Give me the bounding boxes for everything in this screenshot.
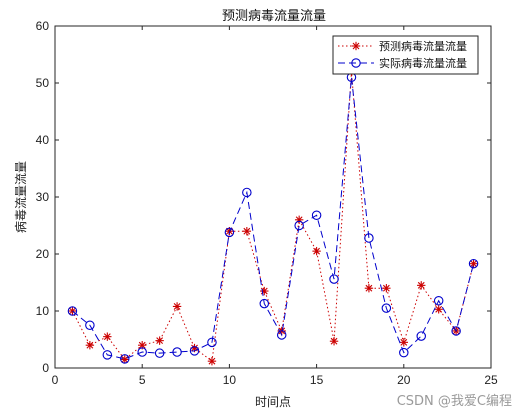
series-2-point: [381, 303, 392, 313]
series-1-point: [120, 355, 129, 364]
y-tick-label: 40: [36, 133, 50, 147]
series-1-point: [469, 259, 478, 268]
x-tick-label: 0: [52, 373, 59, 387]
series-1-point: [85, 341, 95, 350]
legend-label: 实际病毒流量流量: [379, 56, 467, 70]
series-2-point: [451, 326, 461, 336]
series-2-point: [399, 347, 409, 358]
series-1-point: [103, 332, 112, 341]
x-axis-ticks: 0 5 10 15 20 25: [52, 26, 498, 387]
series-1: [68, 67, 478, 366]
series-2-point: [433, 295, 444, 306]
series-2-point: [85, 320, 95, 330]
series-2-point: [364, 233, 374, 243]
series-2-point: [242, 187, 252, 198]
watermark: CSDN @我爱C编程: [396, 394, 512, 409]
series-layer: [67, 67, 479, 366]
series-1-point: [312, 246, 321, 256]
series-1-point: [242, 227, 252, 236]
y-tick-label: 20: [36, 247, 50, 261]
series-2-point: [294, 220, 304, 231]
series-2-point: [224, 227, 235, 238]
series-2-point: [154, 348, 165, 358]
series-2-point: [329, 274, 339, 284]
series-2-point: [207, 337, 217, 348]
y-axis-label: 病毒流量流量: [13, 161, 28, 233]
series-2-line: [72, 77, 475, 360]
y-tick-label: 0: [42, 361, 49, 375]
series-2-point: [468, 258, 479, 269]
x-tick-label: 10: [223, 373, 237, 387]
series-1-point: [138, 341, 147, 350]
series-1-point: [399, 338, 408, 347]
x-tick-label: 25: [484, 373, 498, 387]
legend-marker: [351, 58, 361, 68]
y-tick-label: 10: [36, 304, 50, 318]
series-1-point: [417, 281, 426, 290]
x-tick-label: 5: [139, 373, 146, 387]
series-2-point: [259, 298, 270, 309]
series-1-point: [329, 337, 339, 346]
series-2-point: [276, 330, 287, 340]
x-axis-label: 时间点: [255, 395, 291, 409]
legend-marker: [351, 41, 361, 51]
chart-title: 预测病毒流量流量: [222, 9, 326, 24]
series-1-point: [155, 336, 164, 345]
series-2-point: [120, 354, 130, 364]
series-2-point: [102, 350, 113, 360]
series-2-point: [137, 347, 147, 357]
series-1-point: [207, 356, 217, 366]
series-1-point: [434, 305, 443, 314]
y-tick-label: 50: [36, 76, 50, 90]
series-2: [67, 72, 479, 364]
series-1-point: [382, 284, 391, 293]
plot-area: [54, 25, 492, 369]
series-2-point: [172, 347, 182, 357]
x-tick-label: 20: [397, 373, 411, 387]
series-1-point: [364, 284, 374, 293]
y-axis-ticks: 0 10 20 30 40 50 60: [36, 19, 491, 375]
legend-box: [332, 35, 479, 75]
series-2-point: [67, 306, 78, 316]
series-1-point: [260, 286, 269, 296]
series-2-point: [189, 346, 200, 356]
x-tick-label: 15: [310, 373, 324, 387]
series-2-point: [416, 331, 426, 341]
legend-label: 预测病毒流量流量: [379, 39, 467, 53]
series-2-point: [311, 210, 322, 220]
plot-frame: [54, 25, 492, 369]
y-tick-label: 30: [36, 190, 50, 204]
series-1-point: [172, 302, 182, 311]
y-tick-label: 60: [36, 19, 50, 33]
